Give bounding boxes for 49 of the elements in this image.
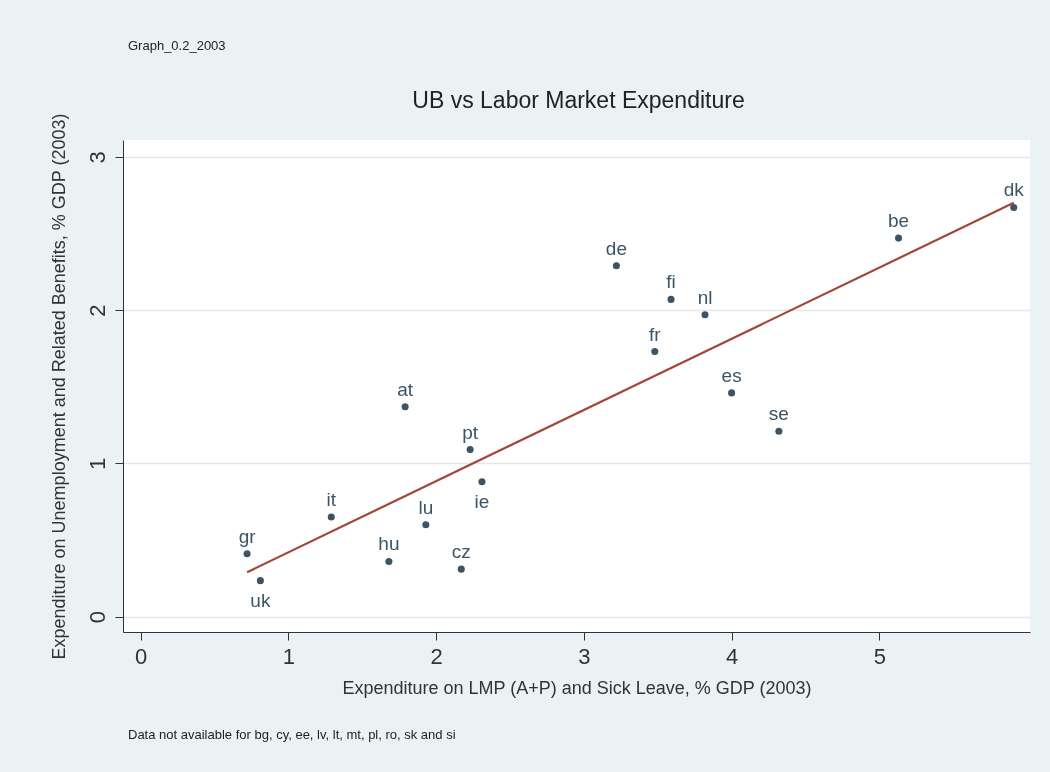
x-tick-label: 4 bbox=[725, 643, 739, 669]
x-tick-label: 5 bbox=[873, 643, 886, 669]
annotation: de bbox=[605, 237, 627, 259]
x-axis-title: Expenditure on LMP (A+P) and Sick Leave, % GDP (2003) bbox=[342, 677, 812, 698]
annotation: pt bbox=[462, 421, 479, 443]
x-tick-label: 2 bbox=[430, 643, 443, 669]
annotation: nl bbox=[697, 286, 713, 308]
point bbox=[422, 521, 430, 529]
y-tick-label: 1 bbox=[84, 457, 110, 471]
point bbox=[728, 389, 736, 397]
point bbox=[466, 446, 474, 454]
annotation: at bbox=[397, 378, 414, 400]
annotation: es bbox=[721, 364, 742, 386]
x-tick-label: 0 bbox=[135, 643, 148, 669]
point bbox=[243, 550, 251, 558]
annotation: fr bbox=[648, 323, 662, 345]
y-tick-label: 2 bbox=[84, 304, 110, 317]
annotation: hu bbox=[378, 533, 400, 555]
point bbox=[701, 311, 709, 319]
annotation: be bbox=[887, 210, 910, 232]
x-tick-label: 3 bbox=[578, 643, 591, 669]
annotation: se bbox=[768, 403, 789, 425]
annotation: cz bbox=[451, 541, 471, 563]
x-tick-label: 1 bbox=[282, 643, 296, 669]
point bbox=[478, 478, 486, 486]
annotation: dk bbox=[1003, 179, 1025, 201]
point bbox=[1010, 203, 1018, 211]
annotation: gr bbox=[238, 525, 257, 547]
point bbox=[385, 557, 393, 566]
point bbox=[327, 513, 335, 521]
chart-title: UB vs Labor Market Expenditure bbox=[412, 87, 745, 113]
point bbox=[667, 295, 675, 303]
chart-subtitle: Graph_0.2_2003 bbox=[128, 38, 226, 53]
y-axis-title: Expenditure on Unemployment and Related Benefits, % GDP (2003) bbox=[48, 113, 69, 660]
annotation: ie bbox=[474, 490, 490, 512]
point bbox=[651, 347, 659, 356]
point bbox=[401, 403, 409, 411]
point bbox=[457, 565, 465, 573]
point bbox=[612, 262, 620, 270]
y-tick-label: 3 bbox=[84, 151, 110, 164]
text: Data not available for bg, cy, ee, lv, lt, mt, pl, ro, sk and si bbox=[128, 727, 456, 742]
y-tick-label: 0 bbox=[84, 611, 110, 624]
point bbox=[775, 427, 783, 435]
annotation: it bbox=[326, 489, 337, 511]
point bbox=[894, 234, 903, 242]
annotation: fi bbox=[666, 271, 676, 293]
annotation: lu bbox=[418, 496, 434, 518]
annotation: uk bbox=[250, 589, 271, 611]
point bbox=[256, 577, 264, 585]
